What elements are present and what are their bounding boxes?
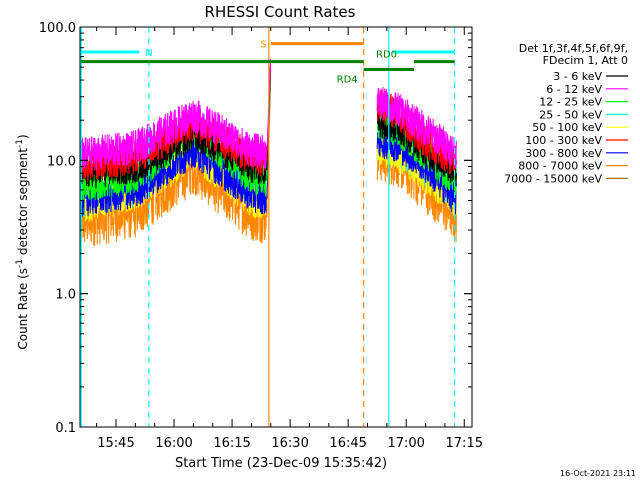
y-axis-label-sup: -1 bbox=[15, 259, 25, 268]
x-tick-label: 16:30 bbox=[271, 436, 308, 451]
legend-label: 50 - 100 keV bbox=[532, 121, 602, 134]
x-tick-label: 17:15 bbox=[446, 436, 483, 451]
vertical-lines bbox=[80, 27, 456, 427]
legend-header-line-2: FDecim 1, Att 0 bbox=[543, 54, 628, 67]
x-tick-label: 16:45 bbox=[329, 436, 366, 451]
footer-timestamp: 16-Oct-2021 23:11 bbox=[560, 469, 636, 478]
x-tick-label: 16:15 bbox=[213, 436, 250, 451]
legend-label: 800 - 7000 keV bbox=[518, 160, 602, 173]
y-tick-label: 0.1 bbox=[55, 421, 76, 436]
x-tick-label: 17:00 bbox=[387, 436, 424, 451]
legend-label: 7000 - 15000 keV bbox=[504, 172, 602, 185]
series-line-800-7000-kev-seg0 bbox=[79, 78, 272, 247]
y-tick-label: 100.0 bbox=[39, 21, 76, 36]
chart-title: RHESSI Count Rates bbox=[205, 3, 356, 21]
y-axis-label: Count Rate (s-1 detector segment-1) bbox=[15, 134, 30, 349]
y-axis-label-sup2: -1 bbox=[15, 139, 25, 148]
legend-label: 6 - 12 keV bbox=[546, 83, 602, 96]
legend-label: 25 - 50 keV bbox=[539, 108, 602, 121]
series-line-6-12-kev-seg0 bbox=[79, 58, 272, 170]
state-bar-label-rd0: RD0 bbox=[376, 50, 397, 61]
data-layer bbox=[79, 58, 457, 247]
y-tick-label: 10.0 bbox=[47, 154, 76, 169]
y-tick-label: 1.0 bbox=[55, 288, 76, 303]
series-line-6-12-kev-seg1 bbox=[376, 86, 457, 169]
y-axis-label-tail: detector segment bbox=[16, 148, 30, 259]
y-axis-ticks: 0.1 1.0 10.0 100.0 bbox=[39, 21, 472, 436]
x-axis-label: Start Time (23-Dec-09 15:35:42) bbox=[175, 456, 387, 471]
legend: Det 1f,3f,4f,5f,6f,9f, FDecim 1, Att 0 3… bbox=[504, 42, 628, 185]
state-bars: N S RD0 RD4 bbox=[81, 40, 455, 86]
legend-label: 300 - 800 keV bbox=[525, 147, 602, 160]
legend-label: 12 - 25 keV bbox=[539, 96, 602, 109]
plot-frame bbox=[79, 26, 473, 428]
x-tick-label: 16:00 bbox=[155, 436, 192, 451]
state-bar-label-rd4: RD4 bbox=[337, 75, 358, 86]
y-axis-label-close: ) bbox=[16, 134, 30, 139]
x-axis-ticks: 15:45 16:00 16:15 16:30 16:45 17:00 17:15 bbox=[96, 27, 483, 451]
legend-header-line-1: Det 1f,3f,4f,5f,6f,9f, bbox=[519, 42, 628, 55]
x-tick-label: 15:45 bbox=[97, 436, 134, 451]
legend-label: 3 - 6 keV bbox=[553, 70, 602, 83]
legend-label: 100 - 300 keV bbox=[525, 134, 602, 147]
state-bar-label-s: S bbox=[260, 40, 266, 51]
state-bar-label-n: N bbox=[145, 48, 152, 59]
y-axis-label-main: Count Rate (s bbox=[16, 268, 30, 350]
